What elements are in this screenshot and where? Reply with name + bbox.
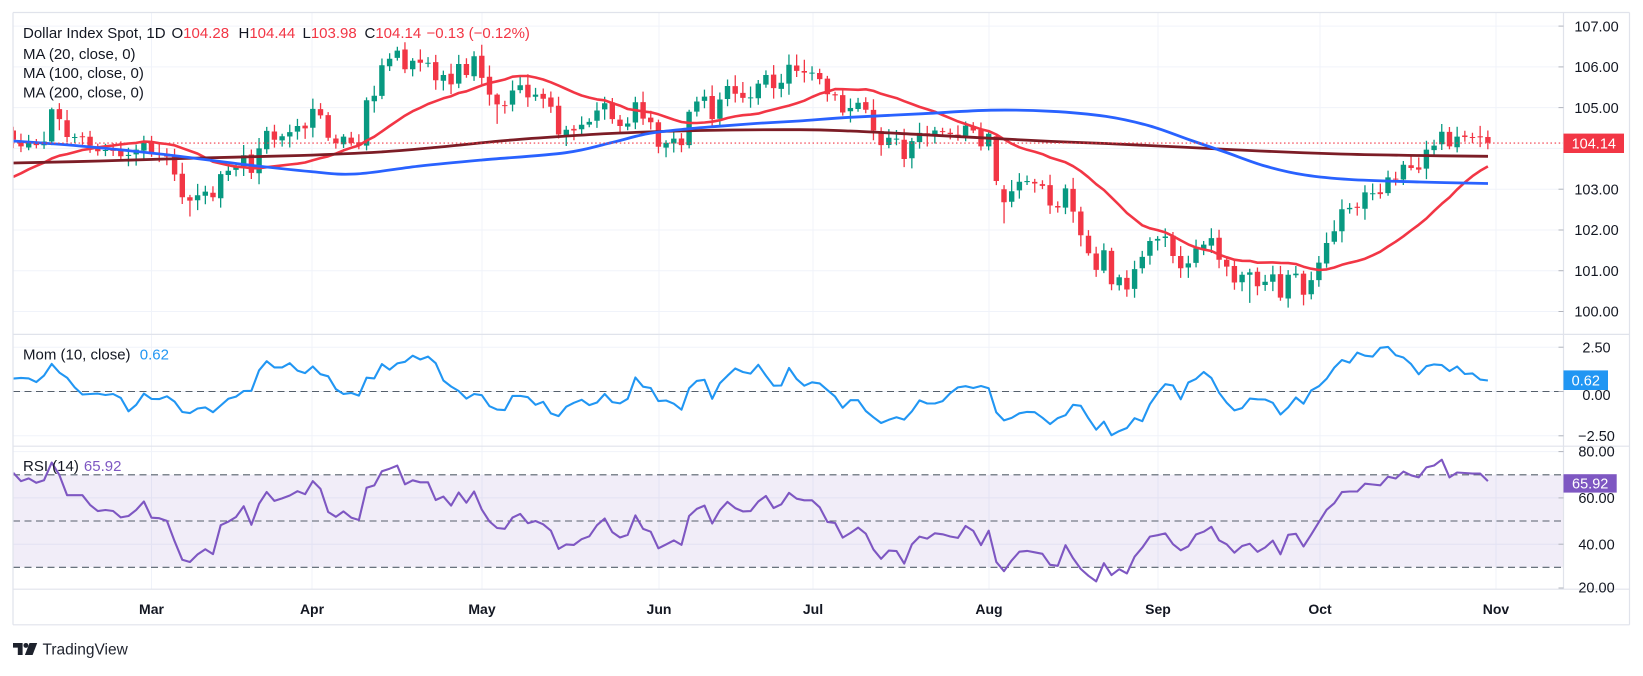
svg-text:101.00: 101.00 <box>1574 264 1618 280</box>
svg-text:103.00: 103.00 <box>1574 182 1618 198</box>
svg-text:MA (200, close, 0): MA (200, close, 0) <box>23 85 144 102</box>
svg-text:Nov: Nov <box>1483 601 1510 617</box>
svg-text:105.00: 105.00 <box>1574 101 1618 117</box>
svg-text:−2.50: −2.50 <box>1578 429 1615 445</box>
svg-text:100.00: 100.00 <box>1574 305 1618 321</box>
svg-text:102.00: 102.00 <box>1574 223 1618 239</box>
svg-text:20.00: 20.00 <box>1578 581 1614 597</box>
svg-text:80.00: 80.00 <box>1578 445 1614 461</box>
svg-text:2.50: 2.50 <box>1582 340 1610 356</box>
svg-text:Apr: Apr <box>300 601 325 617</box>
svg-text:H104.44: H104.44 <box>239 25 296 42</box>
svg-text:Dollar Index Spot, 1D: Dollar Index Spot, 1D <box>23 25 166 42</box>
svg-text:65.92: 65.92 <box>84 458 122 475</box>
svg-text:MA (20, close, 0): MA (20, close, 0) <box>23 46 136 63</box>
svg-text:0.62: 0.62 <box>140 346 169 363</box>
svg-text:May: May <box>468 601 495 617</box>
svg-text:L103.98: L103.98 <box>303 25 357 42</box>
svg-text:RSI (14): RSI (14) <box>23 458 79 475</box>
svg-text:C104.14: C104.14 <box>365 25 422 42</box>
svg-text:40.00: 40.00 <box>1578 537 1614 553</box>
svg-text:Jul: Jul <box>803 601 823 617</box>
svg-text:MA (100, close, 0): MA (100, close, 0) <box>23 65 144 82</box>
svg-text:Mar: Mar <box>139 601 164 617</box>
svg-text:Jun: Jun <box>647 601 672 617</box>
svg-text:0.00: 0.00 <box>1582 388 1610 404</box>
svg-text:107.00: 107.00 <box>1574 19 1618 35</box>
svg-text:65.92: 65.92 <box>1572 477 1608 493</box>
svg-text:Mom (10, close): Mom (10, close) <box>23 346 131 363</box>
svg-text:Sep: Sep <box>1145 601 1171 617</box>
svg-text:60.00: 60.00 <box>1578 491 1614 507</box>
svg-text:Aug: Aug <box>975 601 1002 617</box>
svg-text:104.14: 104.14 <box>1572 136 1616 152</box>
svg-text:O104.28: O104.28 <box>172 25 230 42</box>
svg-text:Oct: Oct <box>1308 601 1332 617</box>
svg-text:TradingView: TradingView <box>43 642 129 659</box>
svg-text:106.00: 106.00 <box>1574 60 1618 76</box>
svg-text:−0.13 (−0.12%): −0.13 (−0.12%) <box>427 25 530 42</box>
svg-text:0.62: 0.62 <box>1572 373 1600 389</box>
